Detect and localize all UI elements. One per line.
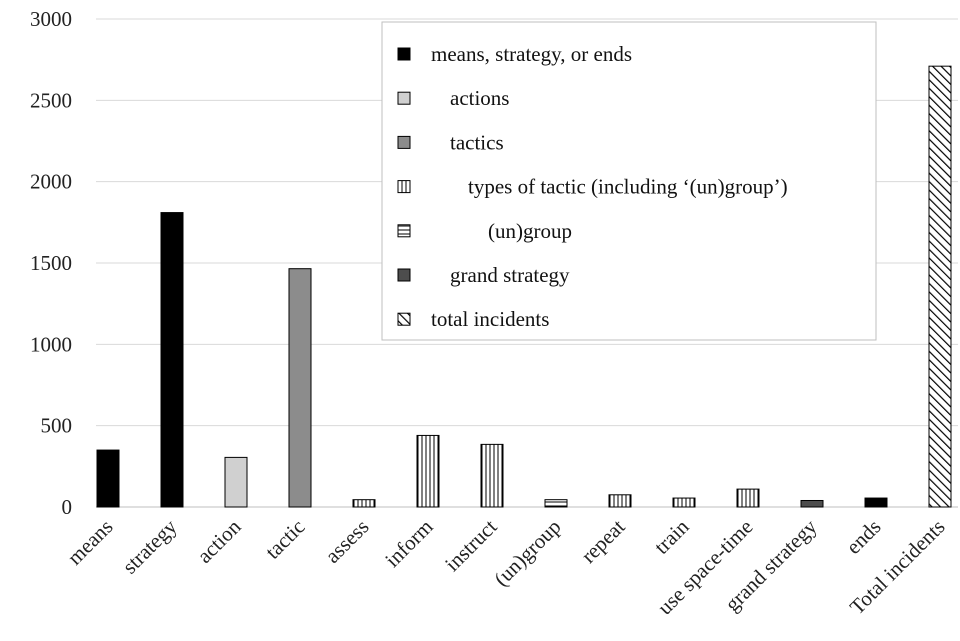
legend-swatch-mse bbox=[397, 47, 411, 61]
legend-label: tactics bbox=[450, 130, 504, 154]
y-tick-label: 500 bbox=[41, 414, 73, 438]
legend-swatch-tactic_types bbox=[397, 180, 411, 194]
legend-label: types of tactic (including ‘(un)group’) bbox=[468, 175, 788, 199]
x-tick-label: (un)group bbox=[489, 515, 565, 591]
x-tick-label: means bbox=[63, 515, 118, 570]
legend-label: (un)group bbox=[488, 219, 572, 243]
legend-swatch-actions bbox=[397, 91, 411, 105]
legend-label: means, strategy, or ends bbox=[431, 42, 632, 66]
legend-swatch-ungroup bbox=[397, 224, 411, 238]
bar-instruct bbox=[480, 443, 504, 508]
bar-repeat bbox=[608, 494, 632, 508]
x-tick-label: train bbox=[649, 514, 694, 559]
legend-label: total incidents bbox=[431, 307, 549, 331]
bar-inform bbox=[416, 434, 440, 508]
y-axis-ticks: 0 500 1000 1500 2000 2500 3000 bbox=[30, 7, 72, 519]
x-tick-label: assess bbox=[320, 515, 373, 568]
legend-swatch-total bbox=[397, 312, 411, 326]
legend-box bbox=[381, 21, 877, 341]
bars bbox=[96, 65, 952, 508]
y-tick-label: 0 bbox=[62, 495, 73, 519]
y-tick-label: 2500 bbox=[30, 88, 72, 112]
legend-swatch-tactics bbox=[397, 135, 411, 149]
legend-swatch-grand bbox=[397, 268, 411, 282]
legend-label: grand strategy bbox=[450, 263, 570, 287]
bar-action bbox=[224, 456, 248, 508]
y-tick-label: 3000 bbox=[30, 7, 72, 31]
y-tick-label: 1500 bbox=[30, 251, 72, 275]
bar-use-space-time bbox=[736, 488, 760, 508]
x-tick-label: repeat bbox=[576, 514, 629, 567]
bar-tactic bbox=[288, 268, 312, 508]
bar-total-incidents bbox=[928, 65, 952, 508]
x-tick-label: inform bbox=[380, 515, 437, 572]
x-tick-label: ends bbox=[841, 515, 885, 559]
bar-grand-strategy bbox=[800, 499, 824, 508]
x-tick-label: action bbox=[192, 514, 246, 568]
legend-label: actions bbox=[450, 86, 509, 110]
x-axis-labels: means strategy action tactic assess inform ins… bbox=[63, 514, 950, 619]
x-tick-label: tactic bbox=[260, 515, 309, 564]
y-tick-label: 2000 bbox=[30, 170, 72, 194]
x-tick-label: strategy bbox=[118, 514, 182, 578]
bar-means bbox=[96, 449, 120, 508]
bar-train bbox=[672, 497, 696, 508]
bar-assess bbox=[352, 499, 376, 508]
bar-un-group bbox=[544, 499, 568, 508]
y-tick-label: 1000 bbox=[30, 332, 72, 356]
bar-ends bbox=[864, 497, 888, 508]
bar-strategy bbox=[160, 212, 184, 508]
legend: means, strategy, or ends actions tactics ty… bbox=[381, 21, 877, 341]
x-tick-label: instruct bbox=[440, 514, 502, 576]
